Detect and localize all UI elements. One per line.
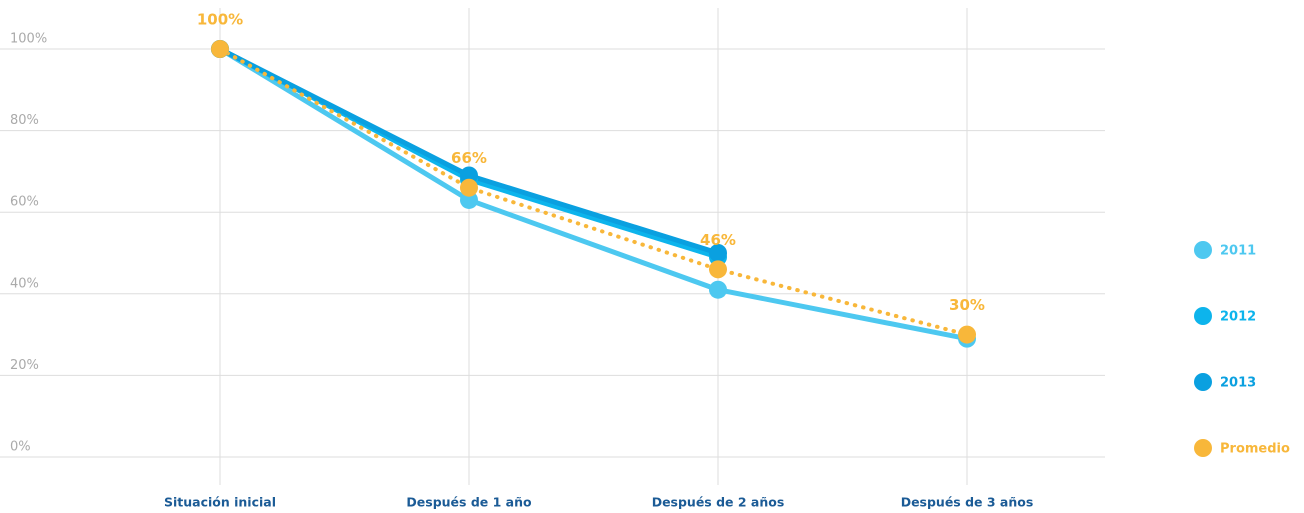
data-point bbox=[709, 280, 727, 299]
y-tick-label: 0% bbox=[10, 440, 31, 455]
data-point bbox=[958, 325, 976, 344]
y-tick-label: 60% bbox=[10, 195, 39, 210]
data-label: 100% bbox=[197, 11, 243, 29]
legend-marker bbox=[1194, 307, 1212, 325]
legend-marker bbox=[1194, 241, 1212, 259]
legend-label: 2012 bbox=[1220, 310, 1256, 325]
legend-marker bbox=[1194, 439, 1212, 457]
y-tick-label: 100% bbox=[10, 32, 47, 47]
data-point bbox=[211, 40, 229, 58]
data-label: 66% bbox=[451, 149, 487, 167]
legend-label: 2011 bbox=[1220, 244, 1256, 259]
x-tick-label: Después de 2 años bbox=[652, 495, 785, 510]
legend-label: Promedio bbox=[1220, 442, 1290, 457]
data-label: 30% bbox=[949, 296, 985, 314]
data-point bbox=[460, 178, 478, 197]
y-tick-label: 20% bbox=[10, 358, 39, 373]
x-tick-label: Después de 1 año bbox=[406, 495, 532, 510]
data-point bbox=[709, 244, 727, 262]
y-tick-label: 40% bbox=[10, 276, 39, 291]
series-line bbox=[217, 46, 970, 342]
data-label: 46% bbox=[700, 231, 736, 249]
legend-marker bbox=[1194, 373, 1212, 391]
series-line bbox=[218, 47, 969, 337]
data-point bbox=[709, 260, 727, 279]
x-tick-label: Situación inicial bbox=[164, 495, 276, 510]
y-tick-label: 80% bbox=[10, 113, 39, 128]
legend-label: 2013 bbox=[1220, 376, 1256, 391]
x-tick-label: Después de 3 años bbox=[901, 495, 1034, 510]
